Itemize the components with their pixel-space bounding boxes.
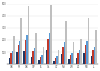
Bar: [12, 51, 13, 64]
Bar: [40, 57, 41, 64]
Bar: [8, 58, 10, 64]
Bar: [55, 58, 56, 64]
Bar: [85, 45, 86, 64]
Bar: [94, 47, 95, 64]
Bar: [95, 30, 97, 64]
Bar: [43, 47, 44, 64]
Bar: [58, 50, 59, 64]
Bar: [31, 57, 32, 64]
Bar: [34, 48, 35, 64]
Bar: [79, 50, 80, 64]
Bar: [80, 39, 82, 64]
Bar: [32, 51, 34, 64]
Bar: [41, 55, 43, 64]
Bar: [70, 55, 71, 64]
Bar: [28, 6, 30, 64]
Bar: [73, 42, 74, 64]
Bar: [25, 40, 26, 64]
Bar: [88, 18, 89, 64]
Bar: [10, 53, 12, 64]
Bar: [64, 42, 65, 64]
Bar: [56, 56, 58, 64]
Bar: [20, 18, 22, 64]
Bar: [49, 33, 50, 64]
Bar: [53, 61, 55, 64]
Bar: [77, 53, 79, 64]
Bar: [62, 47, 64, 64]
Bar: [47, 39, 49, 64]
Bar: [83, 53, 85, 64]
Bar: [68, 59, 70, 64]
Bar: [38, 60, 40, 64]
Bar: [76, 58, 77, 64]
Bar: [13, 36, 14, 64]
Bar: [16, 52, 18, 64]
Bar: [50, 5, 52, 64]
Bar: [24, 51, 25, 64]
Bar: [36, 33, 37, 64]
Bar: [18, 45, 19, 64]
Bar: [61, 54, 62, 64]
Bar: [92, 50, 94, 64]
Bar: [46, 50, 47, 64]
Bar: [19, 41, 20, 64]
Bar: [65, 21, 67, 64]
Bar: [91, 56, 92, 64]
Bar: [71, 53, 73, 64]
Bar: [86, 41, 88, 64]
Bar: [26, 35, 28, 64]
